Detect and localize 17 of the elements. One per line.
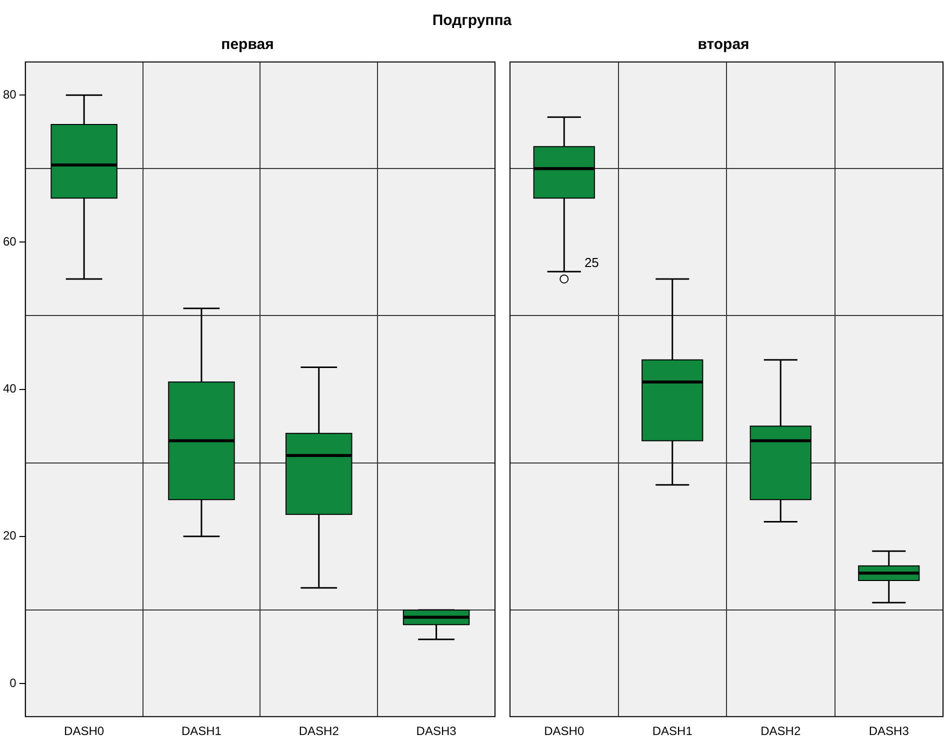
x-tick-label: DASH1 <box>652 724 693 738</box>
x-tick-label: DASH2 <box>298 724 340 738</box>
chart-title: вторая <box>698 36 750 54</box>
x-tick-label: DASH0 <box>64 724 104 738</box>
x-tick-label: DASH3 <box>868 724 910 738</box>
y-tick-label: 20 <box>2 528 17 543</box>
y-tick-label: 60 <box>2 234 17 249</box>
text: Подгруппа <box>431 12 513 29</box>
x-tick-label: DASH2 <box>760 724 801 738</box>
x-tick-label: DASH3 <box>416 724 457 738</box>
annotation: 25 <box>584 255 599 270</box>
y-tick-label: 80 <box>2 87 17 102</box>
x-tick-label: DASH0 <box>544 724 584 738</box>
y-tick-label: 0 <box>10 676 17 690</box>
chart-title: первая <box>221 36 274 54</box>
x-tick-label: DASH1 <box>181 724 222 738</box>
y-tick-label: 40 <box>2 382 17 396</box>
